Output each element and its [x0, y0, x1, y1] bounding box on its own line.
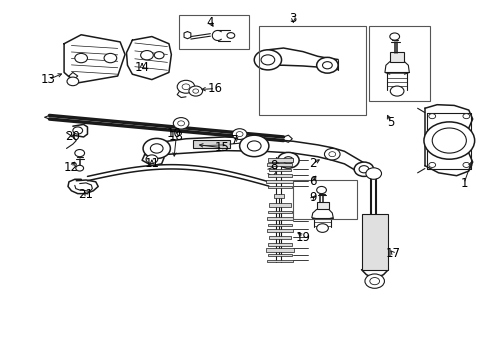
Circle shape: [423, 122, 474, 159]
Text: 4: 4: [206, 16, 214, 29]
Circle shape: [226, 33, 234, 39]
Bar: [389, 52, 404, 62]
Circle shape: [141, 50, 153, 60]
Text: 15: 15: [215, 141, 229, 154]
Bar: [178, 15, 249, 49]
Circle shape: [369, 278, 379, 285]
Text: 5: 5: [386, 116, 394, 129]
Text: 2: 2: [308, 157, 316, 170]
Bar: [266, 260, 293, 262]
Text: 16: 16: [207, 82, 223, 95]
Bar: [266, 180, 293, 183]
Bar: [361, 214, 387, 270]
Bar: [267, 174, 292, 177]
Circle shape: [182, 84, 189, 90]
Bar: [368, 26, 429, 101]
Circle shape: [328, 152, 335, 157]
Text: 9: 9: [308, 192, 316, 204]
Circle shape: [247, 141, 261, 151]
Circle shape: [364, 274, 384, 288]
Text: 14: 14: [134, 60, 149, 73]
Text: 18: 18: [168, 130, 183, 144]
Bar: [193, 140, 229, 148]
Circle shape: [353, 162, 373, 176]
Circle shape: [431, 128, 466, 153]
Bar: [266, 229, 293, 232]
Text: 1: 1: [459, 177, 467, 190]
Circle shape: [104, 53, 117, 63]
Text: 12: 12: [64, 161, 79, 174]
Text: 7: 7: [230, 134, 238, 147]
Circle shape: [236, 132, 243, 136]
Circle shape: [67, 77, 79, 86]
Bar: [316, 202, 328, 210]
Text: 19: 19: [295, 231, 310, 244]
Text: 6: 6: [308, 175, 316, 188]
Bar: [267, 158, 293, 162]
Text: 13: 13: [41, 73, 56, 86]
Bar: [265, 248, 294, 252]
Circle shape: [150, 144, 163, 153]
Text: 17: 17: [385, 247, 400, 260]
Bar: [268, 169, 290, 171]
Circle shape: [462, 162, 469, 167]
Circle shape: [177, 80, 194, 93]
Bar: [268, 236, 290, 239]
Bar: [268, 203, 290, 207]
Circle shape: [73, 127, 82, 134]
Circle shape: [192, 89, 198, 93]
Circle shape: [389, 33, 399, 40]
Circle shape: [358, 166, 368, 173]
Circle shape: [316, 224, 328, 232]
Text: 20: 20: [65, 130, 80, 144]
Circle shape: [76, 165, 83, 171]
Circle shape: [365, 168, 381, 179]
Circle shape: [143, 138, 170, 158]
Circle shape: [254, 50, 281, 70]
Text: 10: 10: [166, 127, 181, 140]
Circle shape: [154, 51, 163, 59]
Circle shape: [428, 162, 435, 167]
Circle shape: [239, 135, 268, 157]
Circle shape: [261, 55, 274, 65]
Circle shape: [188, 86, 202, 96]
Circle shape: [177, 121, 184, 126]
Bar: [267, 186, 292, 188]
Bar: [259, 26, 366, 116]
Circle shape: [277, 152, 299, 168]
Circle shape: [232, 129, 246, 139]
Text: 3: 3: [289, 12, 296, 25]
Bar: [267, 254, 292, 256]
Text: 21: 21: [79, 188, 93, 201]
Text: 11: 11: [144, 157, 159, 170]
Circle shape: [389, 86, 403, 96]
Text: 8: 8: [269, 159, 277, 172]
Circle shape: [316, 57, 337, 73]
Bar: [267, 243, 292, 246]
Circle shape: [316, 186, 326, 194]
Circle shape: [173, 118, 188, 129]
Circle shape: [283, 157, 293, 164]
Bar: [273, 194, 284, 198]
Bar: [267, 211, 292, 213]
Circle shape: [428, 114, 435, 119]
Circle shape: [75, 53, 87, 63]
Bar: [293, 180, 356, 220]
Circle shape: [75, 149, 84, 157]
Bar: [266, 217, 293, 220]
Bar: [267, 224, 292, 226]
Circle shape: [324, 148, 339, 160]
Bar: [266, 163, 292, 166]
Circle shape: [146, 155, 158, 163]
Circle shape: [322, 62, 331, 69]
Circle shape: [462, 114, 469, 119]
